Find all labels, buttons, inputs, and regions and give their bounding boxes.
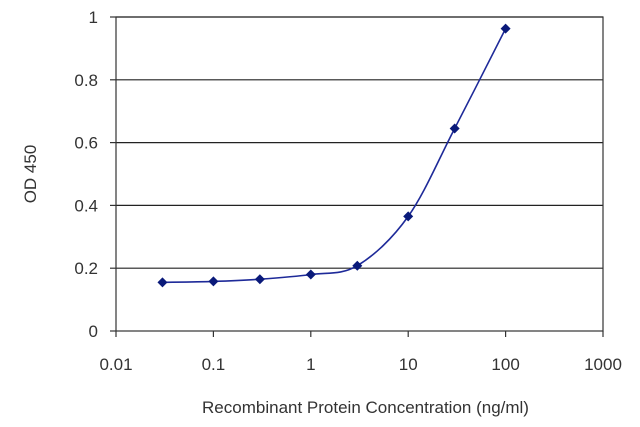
y-tick-label: 0.2 xyxy=(74,259,98,278)
y-axis-ticks: 0 0.2 0.4 0.6 0.8 1 xyxy=(74,8,116,341)
y-tick-label: 0.8 xyxy=(74,71,98,90)
x-tick-label: 1000 xyxy=(584,355,622,374)
y-tick-label: 0 xyxy=(89,322,98,341)
series-markers xyxy=(157,23,511,288)
data-point xyxy=(500,23,511,34)
x-tick-label: 100 xyxy=(491,355,519,374)
data-point xyxy=(208,276,219,287)
series-line xyxy=(162,28,507,284)
x-tick-label: 0.1 xyxy=(202,355,226,374)
data-point xyxy=(449,123,460,134)
data-point xyxy=(403,211,414,222)
data-point xyxy=(305,269,316,280)
data-point xyxy=(352,260,363,271)
x-tick-label: 0.01 xyxy=(99,355,132,374)
data-point xyxy=(157,277,168,288)
x-tick-label: 1 xyxy=(306,355,315,374)
x-tick-label: 10 xyxy=(399,355,418,374)
y-tick-label: 1 xyxy=(89,8,98,27)
y-tick-label: 0.6 xyxy=(74,134,98,153)
y-axis-title: OD 450 xyxy=(21,145,40,204)
data-point xyxy=(254,274,265,285)
y-tick-label: 0.4 xyxy=(74,196,98,215)
plot-frame xyxy=(115,16,604,332)
x-axis-title: Recombinant Protein Concentration (ng/ml… xyxy=(202,398,529,417)
x-axis-ticks: 0.01 0.1 1 10 100 1000 xyxy=(99,331,622,374)
grid xyxy=(116,16,603,269)
